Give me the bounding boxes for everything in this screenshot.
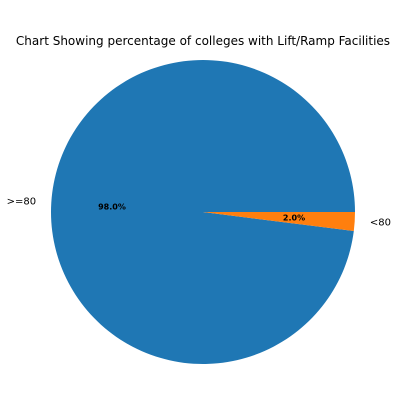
slice-pct-label-1: 2.0% [283,214,305,223]
slice-label-1: <80 [370,217,391,228]
chart-title: Chart Showing percentage of colleges wit… [16,34,390,48]
pie-labels: >=80 98.0% <80 2.0% [7,197,391,229]
slice-label-0: >=80 [7,197,36,208]
pie-slices [50,60,355,365]
pie-slice-1 [203,212,355,232]
slice-pct-label-0: 98.0% [98,202,126,211]
pie-slice-0 [50,60,355,365]
